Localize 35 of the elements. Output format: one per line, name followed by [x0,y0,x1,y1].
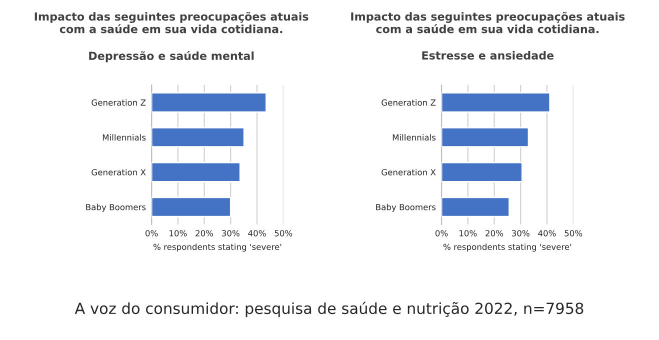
x-tick-label: 50% [564,230,582,236]
y-tick-label: Baby Boomers [376,204,436,212]
bar [442,196,510,218]
bar [152,196,232,218]
x-axis-title: % respondents stating 'severe' [153,244,282,252]
bar [152,92,267,113]
y-tick-label: Baby Boomers [86,204,146,212]
bar [152,162,241,182]
y-tick-label: Generation Z [382,99,436,106]
x-tick-label: 50% [274,230,292,236]
x-tick-label: 40% [248,230,266,236]
bar [442,92,551,113]
x-tick-label: 20% [486,230,504,236]
x-tick-label: 30% [222,230,240,236]
y-tick-label: Generation X [382,168,436,176]
y-tick-label: Generation X [92,168,146,176]
chart-subtitle: Depressão e saúde mental [89,51,254,62]
y-tick-label: Generation Z [92,99,146,106]
x-tick-label: 40% [538,230,556,236]
x-tick-label: 0% [435,230,448,236]
x-tick-label: 20% [196,230,214,236]
x-tick-label: 0% [146,230,158,236]
y-tick-label: Millennials [102,134,146,141]
bar [442,162,523,182]
x-tick-label: 10% [460,230,477,236]
chart-subtitle: Estresse e ansiedade [422,51,554,60]
x-axis-title: % respondents stating 'severe' [443,244,572,252]
chart-title: Impacto das seguintes preocupações atuais com a saúde em sua vida cotidiana. [34,12,308,34]
bar [442,126,530,148]
chart-title: Impacto das seguintes preocupações atuais com a saúde em sua vida cotidiana. [351,12,625,34]
bar [152,126,245,148]
y-tick-label: Millennials [392,134,436,141]
x-tick-label: 30% [512,230,530,236]
text: A voz do consumidor: pesquisa de saúde e nutrição 2022, n=7958 [74,302,584,318]
x-tick-label: 10% [170,230,187,236]
